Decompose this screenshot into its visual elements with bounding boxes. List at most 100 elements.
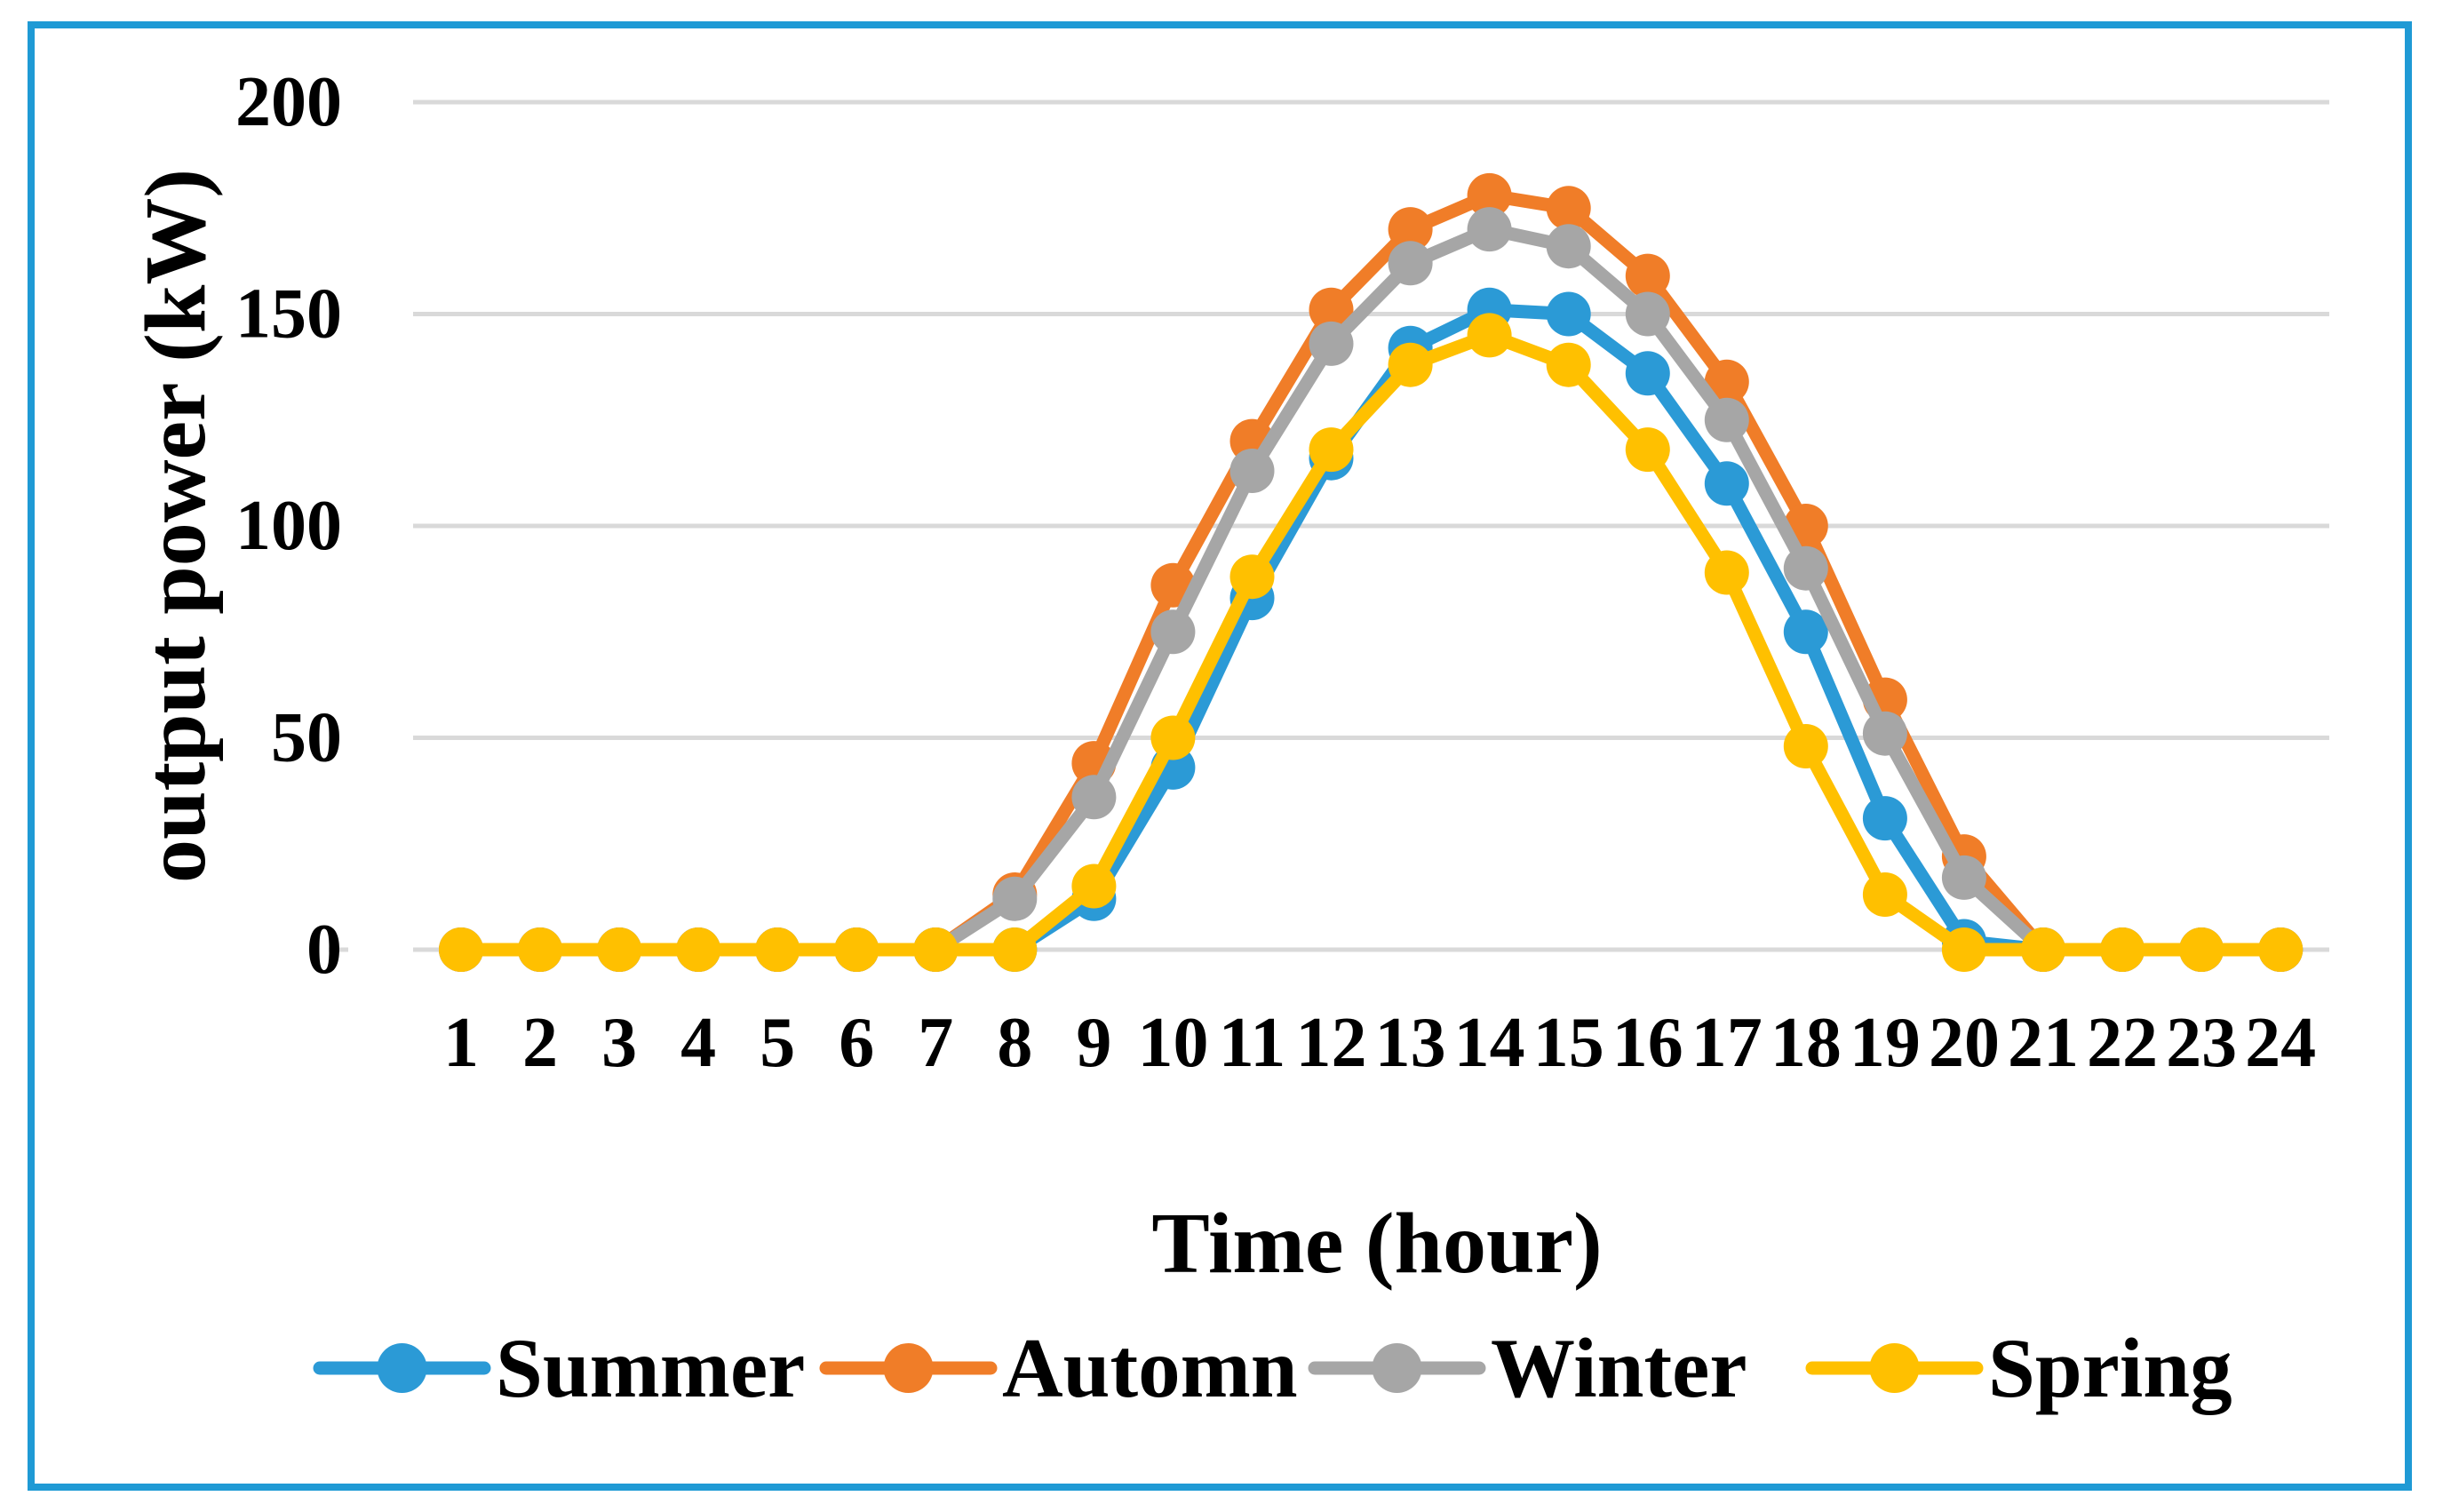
data-point-spring-1: [439, 927, 483, 972]
data-point-spring-18: [1783, 724, 1828, 768]
series-line-spring: [454, 328, 2288, 957]
data-point-automn-15: [1546, 186, 1591, 231]
x-tick-label-20: 20: [1929, 1004, 2000, 1082]
x-tick-label-1: 1: [443, 1004, 479, 1082]
legend: Summer Automn Winter Spring: [313, 1321, 2232, 1415]
data-point-winter-13: [1388, 241, 1433, 286]
x-tick-label-14: 14: [1454, 1004, 1525, 1082]
legend-item-summer: Summer: [313, 1321, 805, 1415]
data-point-spring-7: [913, 927, 959, 972]
legend-marker-summer: [377, 1343, 427, 1393]
legend-item-automn: Automn: [819, 1321, 1298, 1415]
data-point-spring-20: [1941, 927, 1986, 972]
x-tick-label-6: 6: [839, 1004, 874, 1082]
data-point-winter-8: [992, 876, 1038, 921]
data-point-spring-17: [1704, 550, 1749, 595]
data-point-summer-18: [1783, 609, 1828, 655]
data-point-automn-13: [1388, 207, 1433, 252]
y-axis-title: output power (kW): [128, 169, 224, 883]
series-automn: [439, 172, 2304, 972]
y-tick-label-50: 50: [271, 699, 342, 777]
data-point-automn-16: [1625, 253, 1670, 298]
x-tick-label-4: 4: [680, 1004, 716, 1082]
series-spring: [439, 313, 2304, 972]
data-point-spring-24: [2258, 927, 2304, 972]
x-tick-label-8: 8: [997, 1004, 1032, 1082]
x-tick-label-23: 23: [2166, 1004, 2237, 1082]
data-point-spring-8: [992, 927, 1038, 972]
x-tick-label-3: 3: [601, 1004, 637, 1082]
data-point-spring-9: [1071, 863, 1117, 909]
x-tick-label-18: 18: [1771, 1004, 1842, 1082]
data-point-winter-14: [1467, 207, 1512, 252]
data-point-automn-17: [1704, 359, 1749, 404]
data-point-automn-12: [1309, 287, 1354, 332]
x-axis-title: Time (hour): [1151, 1196, 1602, 1292]
data-point-spring-23: [2179, 927, 2224, 972]
data-point-spring-14: [1467, 313, 1512, 358]
series-line-winter: [454, 222, 2288, 957]
data-point-winter-20: [1941, 855, 1986, 900]
data-point-winter-15: [1546, 224, 1591, 269]
legend-marker-winter: [1372, 1343, 1422, 1393]
series-winter: [439, 207, 2304, 972]
series-group: [439, 172, 2304, 972]
y-tick-label-150: 150: [235, 275, 342, 354]
y-tick-label-0: 0: [306, 911, 342, 989]
legend-item-winter: Winter: [1308, 1321, 1747, 1415]
data-point-spring-21: [2021, 927, 2065, 972]
x-tick-label-13: 13: [1375, 1004, 1446, 1082]
data-point-spring-19: [1862, 872, 1907, 917]
x-tick-label-5: 5: [760, 1004, 795, 1082]
y-tick-label-100: 100: [235, 487, 342, 565]
x-tick-label-21: 21: [2008, 1004, 2079, 1082]
x-tick-label-15: 15: [1533, 1004, 1604, 1082]
legend-label-spring: Spring: [1988, 1321, 2232, 1415]
figure-border: [28, 21, 2412, 1491]
x-tick-label-11: 11: [1219, 1004, 1286, 1082]
legend-label-summer: Summer: [496, 1321, 805, 1415]
data-point-spring-12: [1309, 427, 1354, 473]
x-tick-label-7: 7: [918, 1004, 953, 1082]
data-point-spring-13: [1388, 342, 1433, 387]
data-point-spring-11: [1229, 554, 1275, 600]
x-axis-tick-labels: 1 2 3 4 5 6 7 8 9 10 11 12 13 14 15 16 17 18 19 20 21 22 23 24: [443, 1004, 2316, 1082]
data-point-winter-10: [1150, 609, 1196, 655]
legend-label-winter: Winter: [1491, 1321, 1747, 1415]
data-point-spring-3: [597, 927, 642, 972]
x-tick-label-2: 2: [522, 1004, 558, 1082]
data-point-spring-16: [1625, 427, 1670, 473]
data-point-summer-15: [1546, 291, 1591, 337]
data-point-spring-2: [518, 927, 562, 972]
x-tick-label-16: 16: [1612, 1004, 1683, 1082]
x-tick-label-24: 24: [2245, 1004, 2316, 1082]
x-tick-label-9: 9: [1076, 1004, 1111, 1082]
data-point-winter-17: [1704, 397, 1749, 442]
x-tick-label-17: 17: [1691, 1004, 1763, 1082]
gridlines: [329, 99, 2329, 952]
y-tick-label-200: 200: [235, 63, 342, 141]
data-point-winter-12: [1309, 321, 1354, 366]
legend-item-spring: Spring: [1805, 1321, 2232, 1415]
y-axis-tick-labels: 0 50 100 150 200: [235, 63, 342, 989]
x-tick-label-22: 22: [2087, 1004, 2158, 1082]
data-point-spring-22: [2100, 927, 2145, 972]
data-point-winter-11: [1229, 449, 1275, 493]
x-tick-label-12: 12: [1296, 1004, 1367, 1082]
data-point-spring-15: [1546, 342, 1591, 387]
data-point-spring-4: [676, 927, 721, 972]
data-point-winter-18: [1783, 545, 1828, 591]
data-point-summer-16: [1625, 351, 1670, 396]
data-point-automn-14: [1467, 172, 1512, 218]
legend-marker-automn: [883, 1343, 934, 1393]
legend-marker-spring: [1869, 1343, 1920, 1393]
series-summer: [439, 287, 2304, 972]
legend-label-automn: Automn: [1002, 1321, 1298, 1415]
data-point-winter-9: [1071, 775, 1117, 820]
x-tick-label-19: 19: [1850, 1004, 1921, 1082]
data-point-spring-10: [1150, 715, 1196, 760]
x-tick-label-10: 10: [1137, 1004, 1208, 1082]
data-point-summer-19: [1862, 796, 1907, 841]
